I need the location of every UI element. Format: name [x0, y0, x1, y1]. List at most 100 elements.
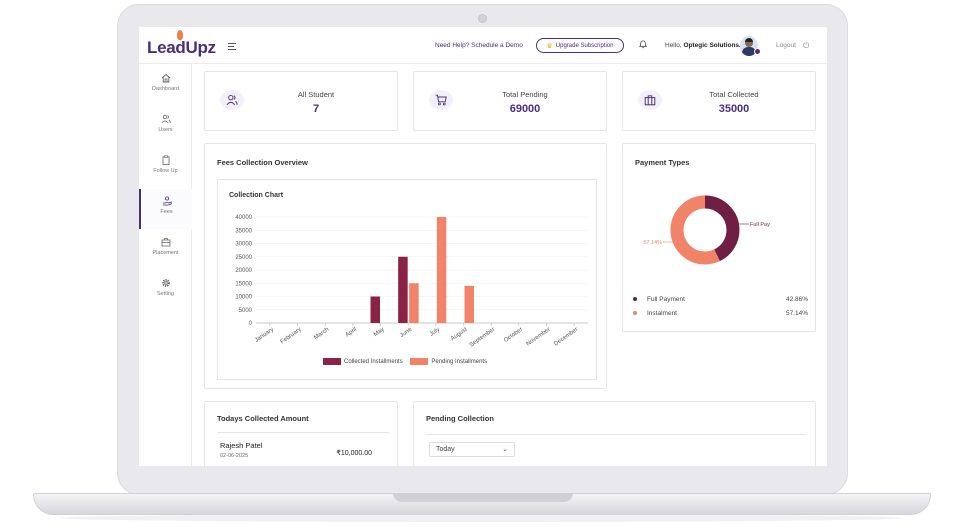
legend-dot — [633, 311, 637, 316]
sidebar-item-dashboard[interactable]: Dashboard — [139, 66, 192, 106]
x-tick-label: August — [450, 327, 469, 343]
app-screen: LeadUpz Need Help? Schedule a Demo ♛ Upg… — [139, 27, 827, 466]
x-tick-label: April — [345, 327, 358, 339]
schedule-demo-link[interactable]: Need Help? Schedule a Demo — [435, 42, 523, 49]
bell-icon[interactable] — [639, 40, 647, 49]
stat-label: Total Collected — [709, 90, 759, 99]
greeting: Hello, Optegic Solutions. — [665, 42, 741, 49]
menu-toggle-icon[interactable] — [228, 43, 236, 52]
legend-item-pending[interactable]: Pending Installments — [410, 358, 487, 365]
collection-chart-panel: Collection Chart 40000 35000 30000 25000 200… — [217, 179, 597, 380]
avatar[interactable] — [740, 36, 758, 56]
payment-row-full: Full Payment 42.86% — [633, 296, 808, 303]
sidebar-item-label: Follow Up — [153, 168, 178, 174]
bar-pending — [409, 283, 419, 323]
card-title: Todays Collected Amount — [217, 414, 309, 423]
bar-collected — [398, 256, 408, 323]
x-tick-label: September — [469, 327, 496, 349]
cart-icon — [429, 90, 453, 110]
divider — [426, 434, 806, 435]
slice-instalment[interactable] — [670, 195, 740, 265]
todays-collected-card: Todays Collected Amount Rajesh Patel 02-… — [204, 401, 398, 466]
chart-legend: Collected Installments Pending Installme… — [323, 358, 487, 365]
stat-card-students: All Student 7 — [204, 71, 398, 131]
y-tick-label: 10000 — [235, 295, 252, 301]
sidebar-item-label: Placement — [152, 250, 179, 256]
y-tick-label: 30000 — [235, 242, 252, 248]
clipboard-icon — [162, 155, 169, 165]
stat-value: 69000 — [509, 103, 541, 115]
brand-logo[interactable]: LeadUpz — [147, 30, 216, 58]
logout-link[interactable]: Logout — [776, 42, 796, 49]
sidebar-item-setting[interactable]: Setting — [139, 271, 192, 311]
data-label: 57.14% — [643, 240, 662, 246]
payment-types-card: Payment Types Full Pay 57.14% Full Paymen… — [622, 143, 816, 332]
y-tick-label: 40000 — [235, 215, 252, 221]
bar-pending — [464, 285, 474, 323]
divider — [217, 432, 389, 433]
gear-icon — [161, 279, 170, 287]
chart-title: Collection Chart — [229, 192, 284, 199]
y-tick-label: 0 — [249, 321, 253, 327]
org-name: Optegic Solutions. — [683, 42, 741, 49]
users-icon — [160, 114, 171, 124]
legend-dot — [633, 297, 637, 302]
stat-value: 7 — [312, 103, 320, 115]
payer-name: Rajesh Patel — [220, 441, 263, 450]
stat-card-collected: Total Collected 35000 — [622, 71, 816, 131]
bar-collected — [370, 296, 380, 323]
top-header: LeadUpz Need Help? Schedule a Demo ♛ Upg… — [139, 27, 827, 64]
briefcase-icon — [161, 238, 170, 247]
y-tick-label: 15000 — [235, 281, 252, 287]
upgrade-subscription-button[interactable]: ♛ Upgrade Subscription — [536, 38, 624, 53]
sidebar-item-follow-up[interactable]: Follow Up — [139, 148, 192, 188]
card-title: Fees Collection Overview — [217, 158, 308, 167]
bar-pending — [436, 217, 447, 323]
date-filter-select[interactable]: Today ⌄ — [429, 442, 515, 457]
sidebar-item-fees[interactable]: Fees — [139, 189, 192, 229]
logo-flame-icon — [177, 30, 183, 40]
power-icon[interactable]: ⏻ — [803, 41, 810, 50]
list-item[interactable]: Rajesh Patel 02-06-2025 ₹10,000.00 — [220, 441, 380, 459]
users-icon — [220, 90, 244, 110]
stat-label: Total Pending — [502, 90, 548, 99]
y-tick-label: 20000 — [235, 268, 252, 274]
sidebar-item-users[interactable]: Users — [139, 107, 192, 147]
sidebar-item-label: Users — [158, 127, 173, 133]
laptop-notch — [393, 493, 573, 502]
x-tick-label: October — [503, 327, 524, 344]
x-tick-label: December — [553, 327, 579, 348]
hand-coin-icon — [162, 196, 172, 206]
collection-bar-chart: 40000 35000 30000 25000 20000 15000 10000 5000 0… — [235, 215, 588, 349]
stat-label: All Student — [297, 90, 335, 99]
briefcase-icon — [638, 90, 662, 110]
sidebar: Dashboard Users Follow Up Fees Placement… — [139, 64, 192, 466]
fees-overview-card: Fees Collection Overview Collection Char… — [204, 143, 607, 389]
webcam — [478, 14, 487, 23]
stat-card-pending: Total Pending 69000 — [413, 71, 607, 131]
x-tick-label: June — [399, 326, 414, 339]
y-tick-label: 35000 — [235, 228, 252, 234]
main-content: All Student 7 Total Pending 69000 Total … — [192, 64, 827, 466]
crown-icon: ♛ — [546, 42, 553, 50]
x-tick-label: February — [280, 327, 303, 346]
payment-row-instalment: Instalment 57.14% — [633, 310, 808, 317]
y-tick-label: 25000 — [235, 255, 252, 261]
sidebar-item-label: Setting — [156, 291, 175, 297]
card-title: Pending Collection — [426, 414, 494, 423]
chevron-down-icon: ⌄ — [502, 446, 508, 453]
payment-date: 02-06-2025 — [220, 453, 249, 459]
x-tick-label: May — [373, 327, 386, 338]
sidebar-item-label: Fees — [160, 209, 173, 215]
payment-amount: ₹10,000.00 — [336, 450, 372, 457]
x-tick-label: July — [429, 327, 441, 338]
x-tick-label: November — [526, 327, 552, 348]
home-icon — [161, 73, 170, 83]
sidebar-item-placement[interactable]: Placement — [139, 230, 192, 270]
sidebar-item-label: Dashboard — [152, 86, 179, 92]
upgrade-label: Upgrade Subscription — [555, 42, 614, 49]
avatar-menu-icon[interactable] — [754, 48, 761, 55]
card-title: Payment Types — [635, 158, 690, 167]
y-tick-label: 5000 — [239, 308, 253, 314]
legend-item-collected[interactable]: Collected Installments — [323, 358, 403, 365]
